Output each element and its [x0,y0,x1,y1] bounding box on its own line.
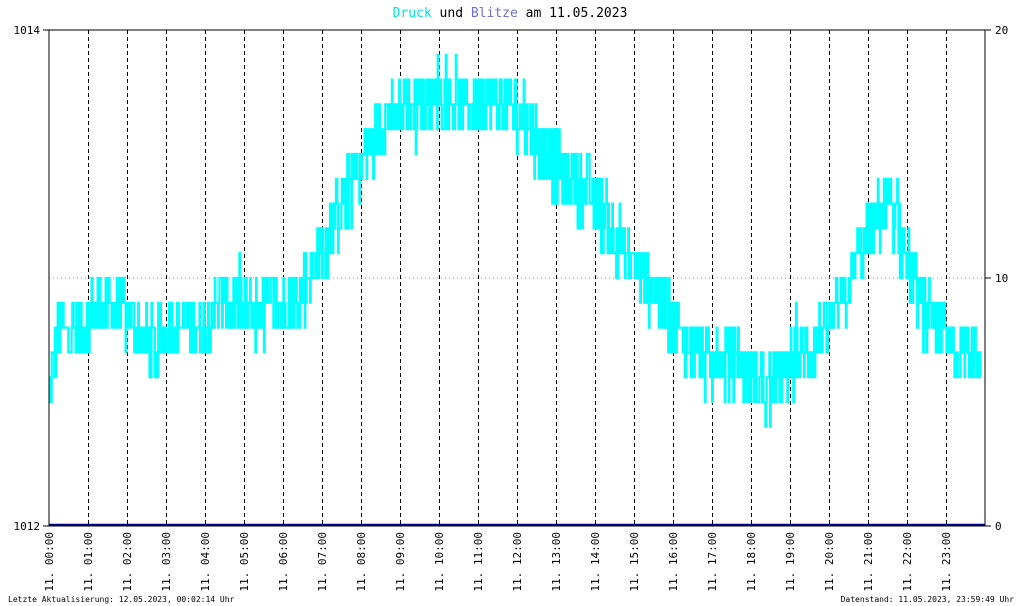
x-tick-label: 11. 14:00 [589,532,602,592]
x-tick-label: 11. 21:00 [862,532,875,592]
x-tick-label: 11. 03:00 [160,532,173,592]
x-axis: 11. 00:00 11. 01:00 11. 02:00 11. 03:00 11. … [43,532,953,592]
x-tick-label: 11. 00:00 [43,532,56,592]
title-date: am 11.05.2023 [518,6,628,21]
y-right-tick-label: 10 [995,272,1008,285]
x-tick-label: 11. 16:00 [667,532,680,592]
x-tick-label: 11. 07:00 [316,532,329,592]
y-left-tick-label: 1014 [14,24,41,37]
x-tick-label: 11. 09:00 [394,532,407,592]
title-druck: Druck [393,6,432,21]
x-tick-label: 11. 02:00 [121,532,134,592]
y-right-tick-label: 20 [995,24,1008,37]
x-tick-label: 11. 12:00 [511,532,524,592]
x-tick-label: 11. 19:00 [784,532,797,592]
x-tick-label: 11. 17:00 [706,532,719,592]
druck-series [48,53,982,428]
x-tick-label: 11. 13:00 [550,532,563,592]
x-tick-label: 11. 23:00 [940,532,953,592]
x-tick-label: 11. 11:00 [472,532,485,592]
footer-last-update: Letzte Aktualisierung: 12.05.2023, 00:02… [8,595,235,604]
x-tick-label: 11. 08:00 [355,532,368,592]
y-left-tick-label: 1012 [14,520,41,533]
y-right-tick-label: 0 [995,520,1002,533]
x-tick-label: 11. 20:00 [823,532,836,592]
title-und: und [432,6,471,21]
x-tick-label: 11. 05:00 [238,532,251,592]
footer-data-status: Datenstand: 11.05.2023, 23:59:49 Uhr [841,595,1015,604]
x-tick-label: 11. 10:00 [433,532,446,592]
title-blitze: Blitze [471,6,518,21]
x-tick-label: 11. 01:00 [82,532,95,592]
y-axis-right: 20 10 0 [985,24,1008,533]
chart-title: Druck und Blitze am 11.05.2023 [393,6,628,21]
x-tick-label: 11. 15:00 [628,532,641,592]
x-tick-label: 11. 22:00 [901,532,914,592]
druck-line [48,53,982,428]
x-tick-label: 11. 06:00 [277,532,290,592]
x-tick-label: 11. 18:00 [745,532,758,592]
y-axis-left: 1014 1012 [14,24,49,533]
x-tick-label: 11. 04:00 [199,532,212,592]
